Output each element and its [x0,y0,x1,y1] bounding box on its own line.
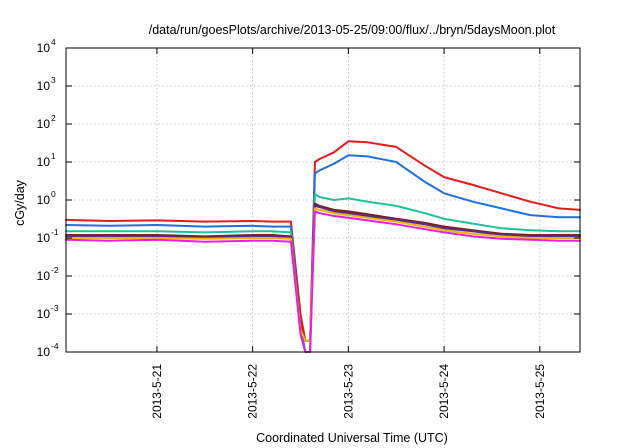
y-tick-label: 10 [37,307,51,321]
series-line-2 [65,154,581,353]
x-axis-label: Coordinated Universal Time (UTC) [256,431,448,445]
y-tick-label: 10 [37,41,51,55]
plot-frame [65,47,581,353]
y-tick-exponent: -2 [51,265,59,275]
series-line-6 [65,207,581,342]
series-line-3 [65,193,581,353]
y-tick-label: 10 [37,193,51,207]
y-tick-exponent: -4 [51,341,59,351]
y-tick-exponent: 2 [51,113,56,123]
series-line-5 [65,204,581,342]
y-tick-label: 10 [37,155,51,169]
y-tick-exponent: -1 [51,227,59,237]
x-tick-label: 2013-5-24 [437,364,451,419]
x-tick-label: 2013-5-25 [533,364,547,419]
y-tick-exponent: -3 [51,303,59,313]
y-tick-label: 10 [37,345,51,359]
y-tick-label: 10 [37,269,51,283]
y-tick-exponent: 1 [51,151,56,161]
y-tick-exponent: 0 [51,189,56,199]
series-line-7 [65,210,581,353]
y-tick-label: 10 [37,79,51,93]
x-tick-label: 2013-5-21 [150,364,164,419]
x-tick-label: 2013-5-23 [341,364,355,419]
chart-title: /data/run/goesPlots/archive/2013-05-25/0… [149,23,556,37]
x-tick-label: 2013-5-22 [246,364,260,419]
y-tick-label: 10 [37,231,51,245]
y-tick-exponent: 4 [51,37,56,47]
y-axis-label: cGy/day [13,179,27,226]
series-line-1 [65,140,581,342]
y-tick-exponent: 3 [51,75,56,85]
y-tick-label: 10 [37,117,51,131]
series-group [65,140,581,353]
series-line-4 [65,202,581,342]
